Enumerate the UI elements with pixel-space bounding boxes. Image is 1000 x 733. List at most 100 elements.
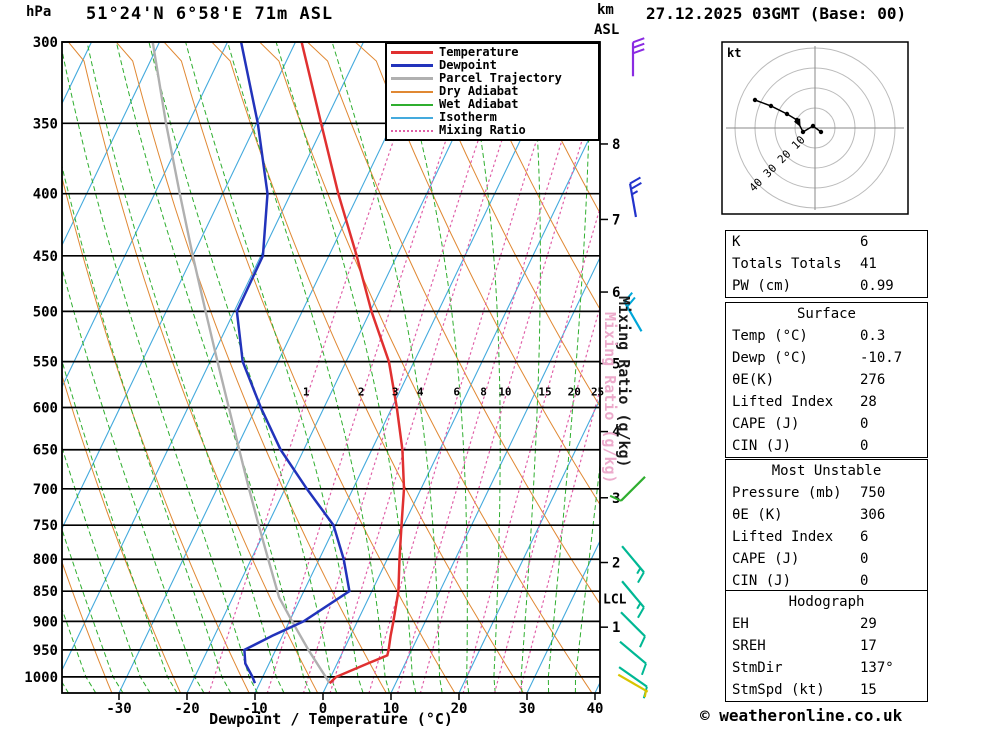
wind-barb-staff	[620, 476, 646, 502]
mixing-ratio-value-label: 4	[417, 386, 424, 399]
panel-row-value: 306	[860, 507, 886, 523]
wet-adiabat-line	[0, 42, 14, 693]
mixing-ratio-line	[397, 51, 590, 693]
wind-barb-staff	[621, 580, 645, 609]
panel-table-row: Totals Totals 41	[726, 253, 927, 275]
wind-barb-half-feather	[636, 567, 642, 575]
wind-barb	[631, 37, 645, 77]
altitude-axis-unit-km: km	[597, 2, 614, 18]
panel-table-row: StmDir 137°	[726, 657, 927, 679]
pressure-axis-unit-label: hPa	[26, 4, 52, 20]
isotherm-line	[118, 42, 432, 693]
legend-line-sample	[391, 64, 433, 67]
pressure-tick-label: 750	[33, 518, 58, 534]
mixing-ratio-line	[302, 51, 508, 693]
wind-barb-half-feather	[643, 690, 647, 698]
pressure-tick-label: 850	[33, 584, 58, 600]
copyright-text: © weatheronline.co.uk	[700, 706, 903, 725]
pressure-tick-label: 1000	[24, 670, 58, 686]
wet-adiabat-line	[62, 359, 178, 693]
isotherm-line	[186, 42, 500, 693]
wet-adiabat-line	[62, 164, 232, 693]
panel-row-label: Pressure (mb)	[732, 485, 842, 501]
panel-table-row: CAPE (J) 0	[726, 413, 927, 435]
temp-tick-label: 10	[383, 701, 400, 717]
panel-row-value: 28	[860, 394, 877, 410]
wet-adiabat-line	[331, 42, 443, 693]
hodograph-trace-point	[784, 111, 790, 117]
legend-line-sample	[391, 77, 433, 80]
panel-row-label: θE (K)	[732, 507, 783, 523]
wind-barb	[619, 640, 647, 676]
isotherm-line	[390, 256, 600, 693]
temp-tick-label: 40	[587, 701, 604, 717]
pressure-tick-label: 350	[33, 116, 58, 132]
legend-item: Temperature	[391, 46, 598, 59]
wind-barb	[609, 476, 646, 502]
temp-tick-label: -20	[174, 701, 199, 717]
panel-row-label: CIN (J)	[732, 438, 792, 454]
mixing-ratio-axis-label-shadow: Mixing Ratio (g/kg)	[601, 312, 619, 484]
pressure-tick-label: 450	[33, 249, 58, 265]
wind-barb-feather	[637, 571, 645, 584]
hodograph-trace-point	[768, 103, 774, 109]
plot-background-group	[0, 42, 600, 693]
wind-barb-half-feather	[636, 602, 642, 610]
temp-tick-label: -10	[242, 701, 267, 717]
temp-tick-label: 20	[451, 701, 468, 717]
pressure-tick-label: 700	[33, 482, 58, 498]
wind-barb	[623, 292, 643, 332]
mixing-ratio-value-label: 2	[358, 386, 365, 399]
wet-adiabat-line	[148, 42, 338, 693]
hodograph-trace-point	[818, 129, 824, 135]
pressure-tick-label: 600	[33, 401, 58, 417]
panel-row-value: 0	[860, 416, 869, 432]
parcel-trajectory-curve	[151, 42, 331, 684]
isotherm-line	[458, 397, 600, 693]
isotherm-line	[322, 114, 600, 693]
panel-row-label: θE(K)	[732, 372, 775, 388]
panel-table-header: Hodograph	[788, 594, 865, 610]
panel-row-value: 750	[860, 485, 886, 501]
legend-item: Dry Adiabat	[391, 85, 598, 98]
pressure-tick-label: 900	[33, 614, 58, 630]
pressure-tick-label: 400	[33, 187, 58, 203]
x-axis-title: Dewpoint / Temperature (°C)	[209, 710, 453, 728]
mixing-ratio-line	[368, 51, 565, 693]
hodograph-trace-point	[810, 123, 816, 129]
legend-line-sample	[391, 129, 433, 132]
panel-row-value: 29	[860, 616, 877, 632]
panel-row-value: 6	[860, 529, 869, 545]
mixing-ratio-line	[494, 304, 600, 693]
wet-adiabat-line	[185, 42, 364, 693]
wind-barb-staff	[617, 673, 649, 693]
dry-adiabat-line	[307, 42, 600, 605]
panel-row-label: Totals Totals	[732, 256, 842, 272]
dry-adiabat-line	[402, 42, 600, 408]
dry-adiabat-line	[354, 42, 600, 506]
panel-table-row: Dewp (°C) -10.7	[726, 347, 927, 369]
pressure-tick-label: 950	[33, 643, 58, 659]
panel-row-label: CIN (J)	[732, 573, 792, 589]
legend-line-sample	[391, 116, 433, 119]
wind-barb-feather	[632, 37, 645, 44]
dry-adiabat-line	[62, 175, 250, 693]
wind-barb-feather	[629, 176, 641, 185]
panel-table-row: CAPE (J) 0	[726, 548, 927, 570]
panel-row-label: Lifted Index	[732, 529, 834, 545]
panel-row-value: 0	[860, 438, 869, 454]
wind-barb-feather	[609, 494, 622, 502]
pressure-tick-label: 500	[33, 304, 58, 320]
panel-table-header: Surface	[796, 306, 856, 322]
isotherm-line	[526, 539, 600, 693]
km-tick-label: 8	[612, 137, 620, 153]
panel-row-value: 0.99	[860, 278, 894, 294]
legend-item: Isotherm	[391, 111, 598, 124]
panel-table-header: Most Unstable	[771, 463, 882, 479]
temp-tick-label: 0	[319, 701, 327, 717]
wind-barb	[617, 673, 649, 698]
dry-adiabat-line	[450, 42, 600, 311]
legend: Temperature Dewpoint Parcel Trajectory Dry …	[385, 42, 600, 141]
